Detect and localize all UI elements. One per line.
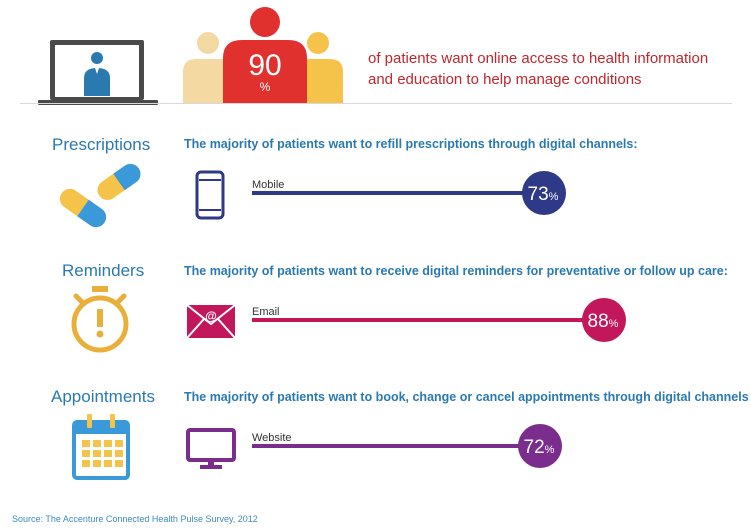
email-envelope-icon: @ [186, 304, 236, 339]
category-label-email: Email [252, 306, 280, 318]
people-group-icon [183, 7, 343, 104]
section-label-reminders: Reminders [62, 261, 145, 280]
value-badge-email [582, 298, 626, 342]
hero-illustration [38, 7, 343, 105]
hero-text-line-1: of patients want online access to health… [368, 50, 709, 67]
section-label-prescriptions: Prescriptions [52, 135, 151, 154]
pills-icon [59, 163, 141, 228]
mobile-phone-icon [195, 170, 225, 220]
category-label-mobile: Mobile [252, 179, 284, 191]
section-description-appointments: The majority of patients want to book, c… [184, 390, 750, 404]
stopwatch-icon [71, 286, 129, 353]
section-description-reminders: The majority of patients want to receive… [184, 264, 728, 278]
hero-statement: of patients want online access to health… [368, 48, 738, 90]
category-label-website: Website [252, 432, 292, 444]
section-label-appointments: Appointments [51, 387, 155, 406]
section-description-prescriptions: The majority of patients want to refill … [184, 137, 638, 151]
monitor-icon [186, 428, 236, 469]
hero-text-line-2: and education to help manage conditions [368, 71, 642, 88]
value-badge-mobile [522, 171, 566, 215]
divider [20, 103, 732, 104]
svg-text:@: @ [205, 309, 217, 323]
calendar-icon [72, 414, 130, 480]
value-badge-website [518, 424, 562, 468]
source-note: Source: The Accenture Connected Health P… [12, 514, 258, 524]
hero-percent: 90 [248, 49, 282, 82]
hero-percent-sign: % [259, 80, 271, 94]
